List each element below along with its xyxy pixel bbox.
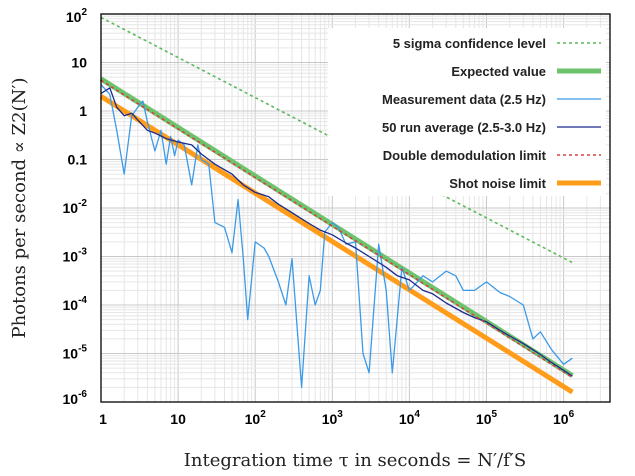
series-line (100, 84, 573, 389)
y-tick-label: 10-6 (63, 389, 88, 407)
y-tick-label: 10-4 (63, 295, 88, 313)
x-tick-label: 10 (170, 411, 186, 427)
series-line (100, 79, 573, 379)
series-line (100, 87, 573, 377)
x-axis-title: Integration time τ in seconds = N′/f′S (184, 450, 526, 471)
legend-label: Measurement data (2.5 Hz) (382, 92, 546, 107)
y-tick-label: 10-3 (63, 247, 88, 265)
y-tick-label: 10-2 (63, 198, 88, 216)
x-tick-label: 102 (245, 409, 267, 427)
plot-frame (100, 13, 611, 403)
x-tick-label: 103 (322, 409, 344, 427)
y-axis-title: Photons per second ∝ Z2(N′) (9, 77, 30, 338)
legend-label: Shot noise limit (449, 176, 546, 191)
y-tick-label: 10-5 (63, 344, 88, 362)
legend-label: Expected value (451, 64, 546, 79)
y-tick-label: 1 (79, 103, 87, 119)
tick-labels: 1 10 102 103 104 105 106 10-6 10-5 10-4 10-3 10-2 0.… (63, 7, 575, 427)
y-tick-label: 102 (66, 7, 88, 25)
x-tick-label: 1 (99, 411, 107, 427)
legend-label: 5 sigma confidence level (393, 36, 546, 51)
x-tick-label: 104 (399, 409, 421, 427)
legend-box (328, 28, 606, 196)
series-lines (99, 16, 574, 395)
x-tick-label: 105 (476, 409, 498, 427)
y-tick-label: 0.1 (68, 152, 88, 168)
legend: 5 sigma confidence level Expected value Me… (328, 28, 606, 196)
y-tick-label: 10 (71, 55, 87, 71)
legend-label: 50 run average (2.5-3.0 Hz) (382, 120, 546, 135)
series-line (99, 94, 574, 395)
x-tick-label: 106 (553, 409, 575, 427)
legend-label: Double demodulation limit (383, 148, 547, 163)
